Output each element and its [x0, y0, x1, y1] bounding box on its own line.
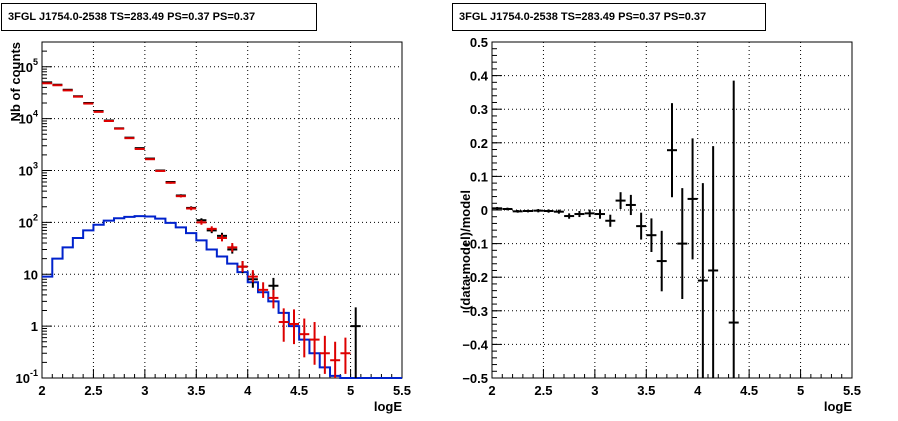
left-x-axis-title: logE — [374, 399, 402, 414]
right-y-tick-label: −0.4 — [462, 337, 488, 352]
left-chart-title: 3FGL J1754.0-2538 TS=283.49 PS=0.37 PS=0… — [1, 3, 317, 31]
left-plot-frame — [41, 41, 403, 379]
left-y-tick-label: 103 — [19, 161, 38, 179]
left-y-tick-label: 104 — [19, 109, 38, 127]
left-y-tick-label: 10-1 — [16, 368, 38, 386]
left-x-tick-label: 2 — [38, 383, 45, 398]
left-y-tick-label: 1 — [31, 319, 38, 334]
right-x-tick-label: 2.5 — [534, 383, 552, 398]
right-y-axis-title: (data-model)/model — [458, 190, 473, 310]
left-y-tick-label: 10 — [24, 267, 38, 282]
right-x-axis-title: logE — [824, 399, 852, 414]
left-x-tick-label: 5.5 — [393, 383, 411, 398]
left-x-tick-label: 4 — [244, 383, 252, 398]
right-y-tick-label: 0.5 — [470, 35, 488, 50]
model-histogram — [42, 215, 402, 379]
right-y-tick-label: −0.5 — [462, 371, 488, 386]
right-y-tick-label: 0 — [481, 203, 488, 218]
right-y-tick-label: 0.1 — [470, 169, 488, 184]
left-x-tick-label: 2.5 — [84, 383, 102, 398]
right-y-tick-label: 0.3 — [470, 102, 488, 117]
right-x-tick-label: 5.5 — [843, 383, 861, 398]
right-y-tick-label: 0.4 — [470, 69, 489, 84]
right-y-tick-label: −0.2 — [462, 270, 488, 285]
right-y-tick-label: −0.1 — [462, 237, 488, 252]
right-y-tick-label: 0.2 — [470, 136, 488, 151]
left-x-tick-label: 3 — [141, 383, 148, 398]
right-chart-title: 3FGL J1754.0-2538 TS=283.49 PS=0.37 PS=0… — [452, 3, 766, 31]
left-x-tick-label: 4.5 — [290, 383, 308, 398]
left-x-tick-label: 3.5 — [187, 383, 205, 398]
left-x-tick-label: 5 — [347, 383, 354, 398]
left-y-axis-title: Nb of counts — [8, 42, 23, 121]
right-x-tick-label: 2 — [488, 383, 495, 398]
right-x-tick-label: 4.5 — [740, 383, 758, 398]
right-x-tick-label: 4 — [694, 383, 702, 398]
left-y-tick-label: 105 — [19, 57, 38, 75]
left-y-tick-label: 102 — [19, 212, 38, 230]
right-x-tick-label: 3.5 — [637, 383, 655, 398]
right-x-tick-label: 5 — [797, 383, 804, 398]
right-y-tick-label: −0.3 — [462, 304, 488, 319]
right-x-tick-label: 3 — [591, 383, 598, 398]
